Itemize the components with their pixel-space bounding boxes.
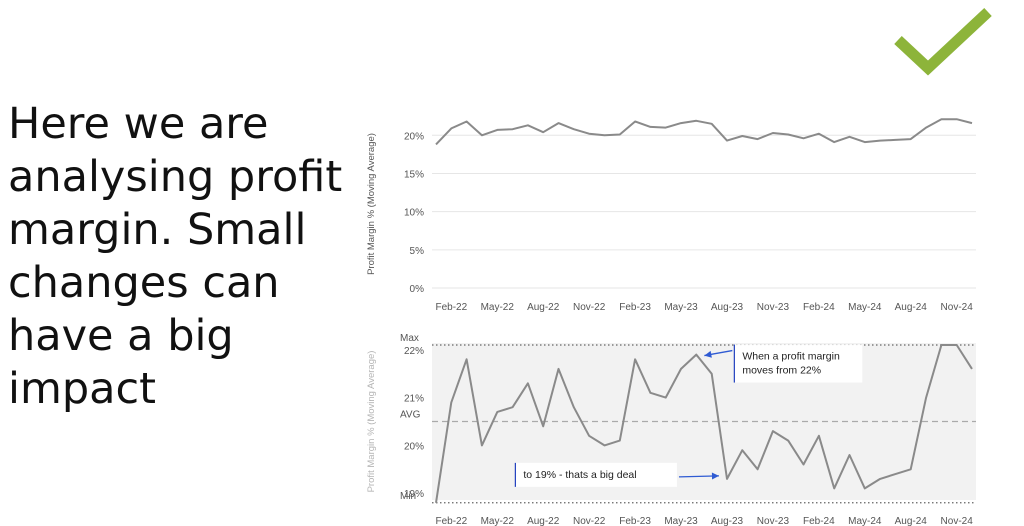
- slide-text-line: have a big: [8, 311, 234, 361]
- x-tick-label: Nov-23: [757, 302, 790, 313]
- x-tick-label: Aug-24: [895, 516, 928, 526]
- x-tick-label: Feb-23: [619, 302, 651, 313]
- y-tick-label: 19%: [404, 489, 424, 500]
- x-tick-label: Feb-22: [435, 302, 467, 313]
- slide-text: Here we are analysing profit margin. Sma…: [8, 98, 353, 416]
- annotation-arrowhead: [711, 472, 719, 480]
- x-tick-label: May-24: [848, 302, 882, 313]
- slide-text-line: changes can: [8, 258, 280, 308]
- x-tick-label: Aug-24: [895, 302, 928, 313]
- x-tick-label: Aug-22: [527, 302, 560, 313]
- profit-margin-chart: 0% 5% 10% 15% 20% Profit Margin % (Moving Ave…: [366, 118, 976, 313]
- x-tick-label: Nov-22: [573, 302, 606, 313]
- x-tick-label: Feb-24: [803, 516, 835, 526]
- slide-text-line: analysing profit: [8, 152, 343, 202]
- reference-line-label: Min: [400, 491, 416, 502]
- x-tick-label: Feb-22: [435, 516, 467, 526]
- x-tick-label: May-22: [481, 516, 515, 526]
- y-tick-label: 10%: [404, 208, 424, 219]
- slide-text-line: Here we are: [8, 99, 269, 149]
- x-tick-label: May-23: [664, 302, 698, 313]
- annotation-arrowhead: [704, 350, 712, 358]
- series-line: [435, 118, 973, 146]
- y-tick-label: 20%: [404, 131, 424, 142]
- annotation-box: [515, 462, 677, 487]
- x-tick-label: Aug-23: [711, 302, 744, 313]
- checkmark-icon: [894, 7, 992, 76]
- y-tick-label: 15%: [404, 169, 424, 180]
- x-tick-label: May-24: [848, 516, 882, 526]
- x-tick-label: Nov-24: [941, 516, 974, 526]
- x-tick-label: Nov-24: [941, 302, 974, 313]
- profit-margin-zoomed-chart: 19% 20% 21% 22% Profit Margin % (Moving Aver…: [366, 333, 976, 526]
- y-axis-label: Profit Margin % (Moving Average): [366, 351, 377, 493]
- y-tick-label: 20%: [404, 441, 424, 452]
- annotation-text: moves from 22%: [742, 365, 821, 377]
- x-tick-label: May-23: [664, 516, 698, 526]
- series-line: [435, 344, 973, 503]
- x-tick-label: Aug-23: [711, 516, 744, 526]
- slide-text-line: impact: [8, 364, 156, 414]
- x-tick-label: Nov-22: [573, 516, 606, 526]
- x-tick-label: Nov-23: [757, 516, 790, 526]
- reference-line-label: AVG: [400, 410, 421, 421]
- annotation-box: [734, 344, 863, 383]
- y-tick-label: 5%: [410, 246, 425, 257]
- y-tick-label: 21%: [404, 394, 424, 405]
- y-tick-label: 22%: [404, 346, 424, 357]
- x-tick-label: Feb-24: [803, 302, 835, 313]
- reference-line-label: Max: [400, 333, 419, 344]
- slide-text-line: margin. Small: [8, 205, 307, 255]
- y-tick-label: 0%: [410, 284, 425, 295]
- x-tick-label: May-22: [481, 302, 515, 313]
- x-tick-label: Aug-22: [527, 516, 560, 526]
- annotation-text: When a profit margin: [742, 351, 840, 363]
- x-tick-label: Feb-23: [619, 516, 651, 526]
- annotation-text: to 19% - thats a big deal: [523, 469, 636, 481]
- y-axis-label: Profit Margin % (Moving Average): [366, 133, 377, 275]
